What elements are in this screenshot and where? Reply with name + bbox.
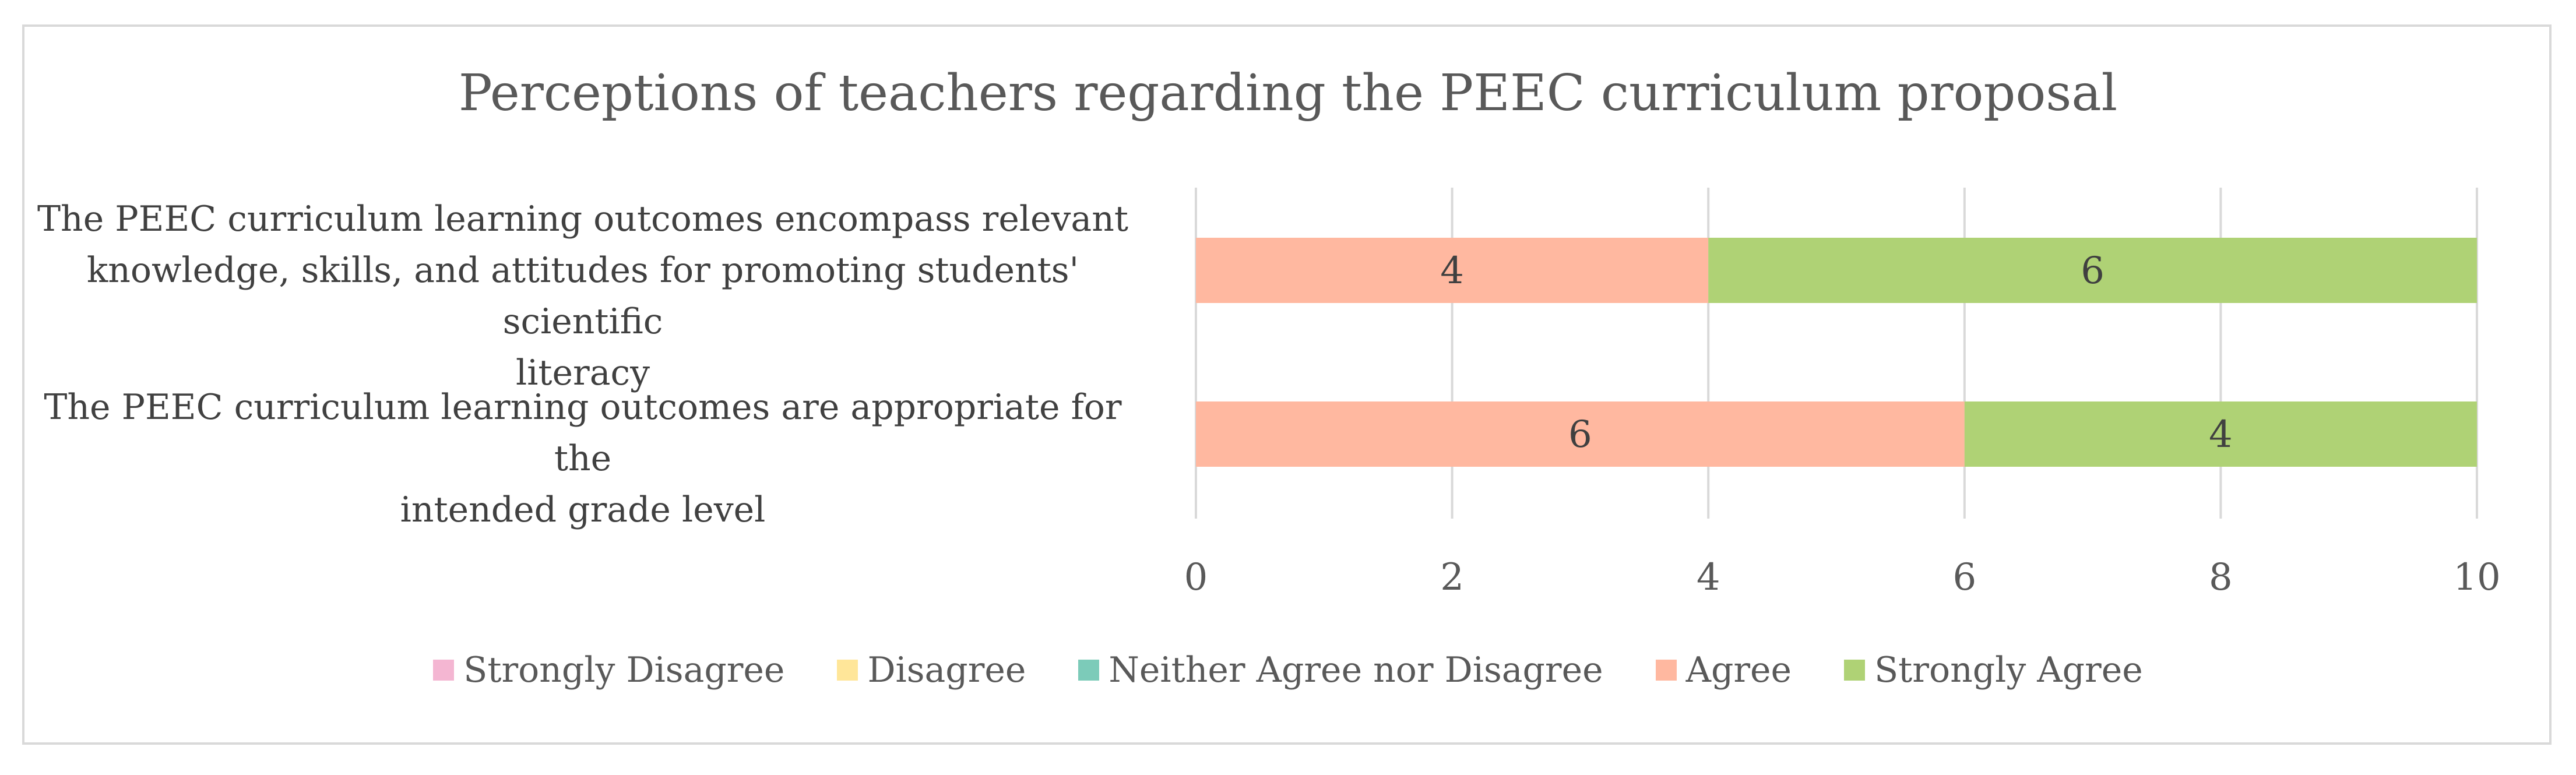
category-label-line: The PEEC curriculum learning outcomes en… <box>37 199 1128 239</box>
x-tick-label-0: 0 <box>1184 556 1208 599</box>
data-label-0-4: 6 <box>2081 249 2105 293</box>
category-label-line: literacy <box>516 353 650 393</box>
legend-item: Agree <box>1655 650 1792 691</box>
bar-1-4 <box>1964 401 2477 467</box>
legend-label: Strongly Disagree <box>463 650 785 691</box>
category-label-line: knowledge, skills, and attitudes for pro… <box>86 250 1079 342</box>
x-tick-label-4: 8 <box>2209 556 2233 599</box>
legend-label: Strongly Agree <box>1874 650 2143 691</box>
legend-label: Neither Agree nor Disagree <box>1108 650 1603 691</box>
x-tick-label-1: 2 <box>1440 556 1464 599</box>
legend-item: Strongly Disagree <box>433 650 784 691</box>
x-tick-label-3: 6 <box>1952 556 1976 599</box>
data-label-0-3: 4 <box>1440 249 1464 293</box>
legend-item: Neither Agree nor Disagree <box>1078 650 1603 691</box>
bar-0-4 <box>1708 238 2477 303</box>
legend-swatch <box>433 660 455 681</box>
data-label-1-4: 4 <box>2209 413 2233 456</box>
legend: Strongly Disagree Disagree Neither Agree n… <box>0 650 2576 691</box>
category-label-line: intended grade level <box>400 489 766 530</box>
legend-swatch <box>837 660 858 681</box>
legend-swatch <box>1655 660 1677 681</box>
bar-1-3 <box>1196 401 1965 467</box>
chart-frame <box>22 24 2552 745</box>
legend-label: Disagree <box>867 650 1026 691</box>
legend-swatch <box>1844 660 1866 681</box>
legend-label: Agree <box>1685 650 1792 691</box>
x-tick-label-5: 10 <box>2453 556 2500 599</box>
x-tick-label-2: 4 <box>1697 556 1720 599</box>
legend-swatch <box>1078 660 1100 681</box>
data-label-1-3: 6 <box>1568 413 1592 456</box>
chart-title: Perceptions of teachers regarding the PE… <box>458 64 2118 122</box>
category-label-line: The PEEC curriculum learning outcomes ar… <box>44 387 1122 479</box>
legend-item: Strongly Agree <box>1844 650 2143 691</box>
category-label-0: The PEEC curriculum learning outcomes en… <box>12 193 1154 399</box>
category-label-1: The PEEC curriculum learning outcomes ar… <box>12 382 1154 536</box>
legend-item: Disagree <box>837 650 1026 691</box>
bar-0-3 <box>1196 238 1709 303</box>
